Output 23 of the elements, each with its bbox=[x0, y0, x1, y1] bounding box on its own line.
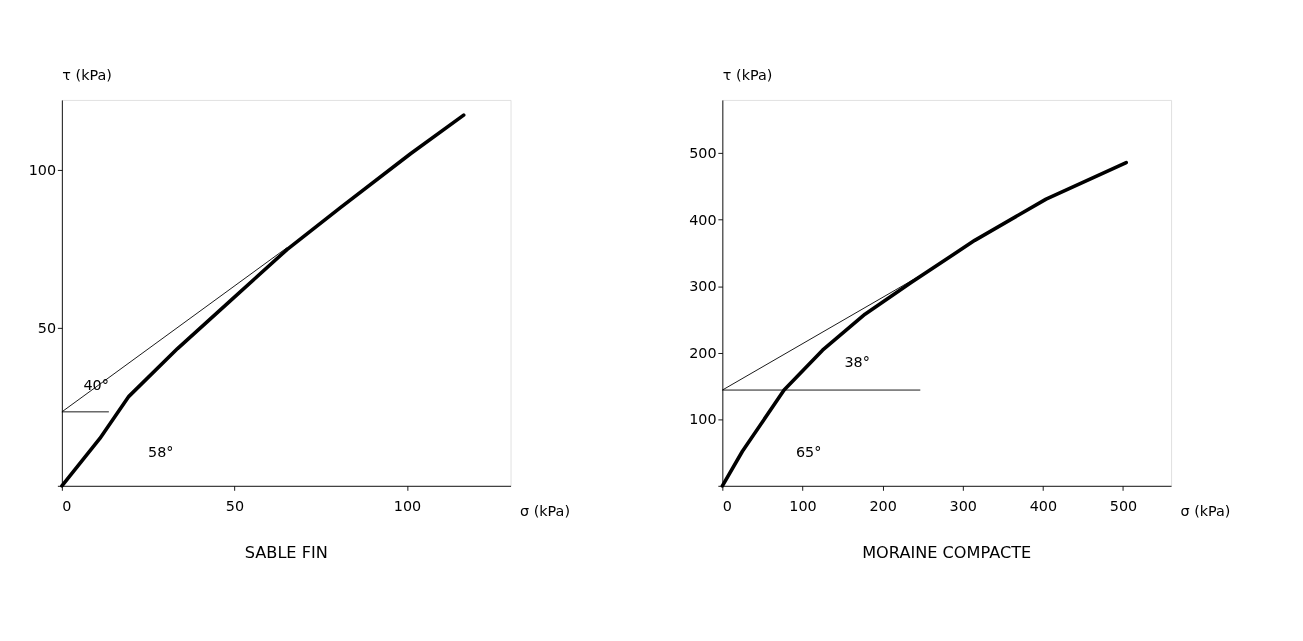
x-tick-label: 500 bbox=[1109, 498, 1138, 515]
x-axis-title: σ (kPa) bbox=[1180, 502, 1231, 519]
y-tick-label: 400 bbox=[689, 211, 717, 228]
x-tick-label: 200 bbox=[869, 498, 897, 515]
y-axis-title: τ (kPa) bbox=[722, 66, 773, 83]
y-tick-label: 100 bbox=[689, 411, 717, 428]
y-tick-label: 500 bbox=[689, 145, 717, 162]
x-tick-label: 0 bbox=[62, 498, 72, 515]
x-tick-label: 100 bbox=[393, 498, 422, 515]
annotation: 38° bbox=[844, 353, 870, 370]
x-tick-label: 100 bbox=[789, 498, 817, 515]
x-axis-title: σ (kPa) bbox=[520, 502, 570, 519]
x-tick-label: 50 bbox=[225, 498, 245, 515]
y-tick-label: 200 bbox=[689, 344, 717, 361]
y-tick-label: 300 bbox=[689, 278, 717, 295]
text: MORAINE COMPACTE bbox=[862, 542, 1032, 562]
annotation: 58° bbox=[148, 444, 174, 461]
x-tick-label: 0 bbox=[722, 498, 732, 515]
annotation: 65° bbox=[795, 444, 822, 461]
text: SABLE FIN bbox=[244, 542, 328, 562]
y-axis-title: τ (kPa) bbox=[62, 66, 112, 83]
x-tick-label: 400 bbox=[1029, 498, 1058, 515]
x-tick-label: 300 bbox=[949, 498, 977, 515]
